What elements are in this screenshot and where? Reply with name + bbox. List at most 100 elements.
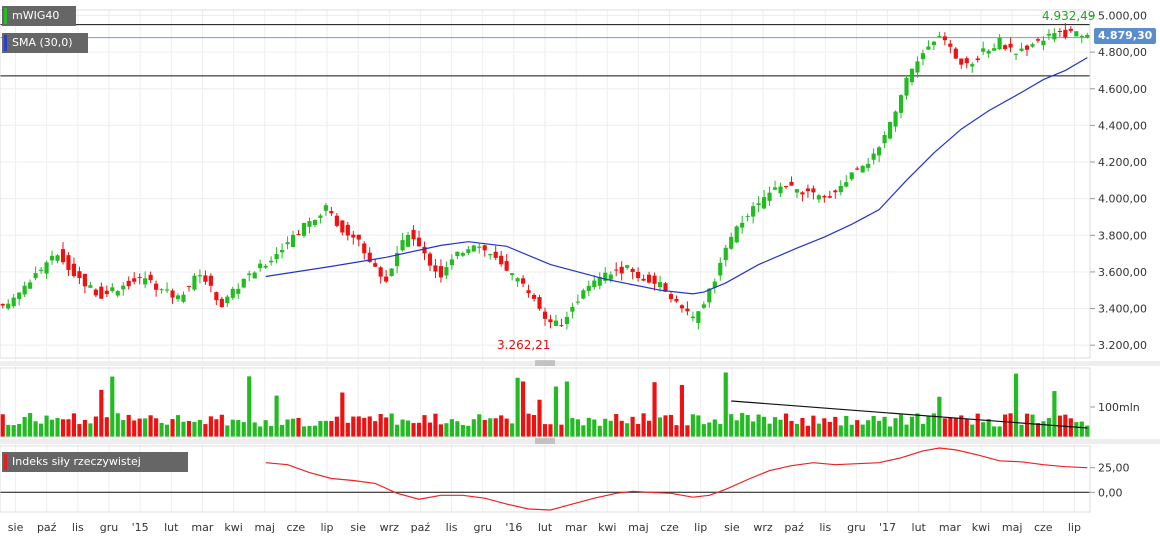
volume-bar: [1068, 418, 1073, 437]
pane-dividers[interactable]: [0, 360, 1160, 444]
candle: [477, 246, 482, 248]
time-tick-label: wrz: [380, 521, 400, 534]
volume-bar: [99, 389, 104, 437]
candle: [729, 236, 734, 249]
candle: [614, 269, 619, 271]
volume-bar: [17, 423, 22, 437]
volume-bar: [455, 421, 460, 437]
candle: [920, 53, 926, 60]
candle: [751, 206, 756, 217]
volume-bar: [783, 413, 789, 437]
candle: [148, 274, 153, 281]
candle: [608, 274, 613, 280]
price-tick-label: 3.800,00: [1098, 229, 1147, 242]
candle: [849, 172, 854, 180]
volume-bar: [718, 424, 723, 437]
volume-bar: [521, 381, 526, 437]
legend-mwig40[interactable]: mWIG40: [2, 6, 76, 26]
candle: [537, 297, 542, 309]
candle: [115, 291, 120, 296]
volume-bar: [833, 416, 838, 437]
legend-rsi[interactable]: Indeks siły rzeczywistej (25,13): [2, 452, 188, 488]
volume-bar: [992, 426, 997, 437]
volume-bar: [329, 420, 334, 437]
axes: 100mln 3.200,00 3.400,00 3.600,00 3.800,00 4.…: [0, 9, 1147, 534]
candle: [696, 311, 701, 324]
candle: [197, 275, 203, 277]
candle: [740, 222, 745, 228]
volume-bar: [970, 424, 975, 437]
volume-bar: [274, 395, 279, 437]
candle: [312, 219, 318, 226]
candle: [6, 303, 11, 309]
candle: [542, 311, 548, 319]
time-tick-label: mar: [191, 521, 213, 534]
volume-bar: [438, 424, 444, 437]
volume-bar: [115, 413, 120, 437]
candle: [433, 265, 438, 272]
volume-bar: [767, 423, 772, 437]
volume-bar: [416, 422, 422, 437]
candle: [55, 255, 60, 261]
sma-line: [265, 57, 1088, 295]
time-tick-label: kwi: [224, 521, 242, 534]
volume-bar: [926, 416, 931, 437]
time-tick-label: sie: [8, 521, 24, 534]
candle: [548, 319, 553, 323]
volume-bar: [794, 423, 800, 437]
candle: [526, 290, 531, 294]
volume-bar: [871, 415, 876, 437]
candle: [931, 41, 936, 46]
volume-bar: [225, 425, 230, 437]
candle: [192, 275, 197, 290]
candle: [663, 283, 668, 292]
candle: [416, 237, 422, 247]
candle: [405, 234, 411, 247]
legend-sma[interactable]: SMA (30,0): [2, 33, 88, 53]
volume-bar: [630, 416, 635, 437]
candle: [340, 220, 345, 233]
volume-bar: [603, 418, 608, 437]
volume-bar: [510, 423, 515, 437]
volume-bar: [6, 424, 11, 437]
volume-bar: [60, 419, 66, 437]
candle: [345, 224, 350, 236]
time-tick-label: cze: [287, 521, 306, 534]
candle: [154, 283, 159, 290]
time-tick-label: mar: [939, 521, 961, 534]
time-tick-label: gru: [100, 521, 118, 534]
candle: [641, 278, 646, 281]
candle: [318, 215, 323, 218]
volume-bar: [866, 420, 871, 437]
volume-bar: [762, 416, 767, 437]
time-tick-label: mar: [565, 521, 587, 534]
candle: [718, 262, 723, 276]
volume-bar: [597, 425, 602, 437]
time-tick-label: maj: [1002, 521, 1023, 534]
volume-bar: [608, 420, 613, 437]
candle: [126, 280, 131, 287]
volume-bar: [400, 419, 405, 437]
volume-bar: [625, 423, 630, 437]
candle: [1003, 45, 1008, 50]
volume-bar: [230, 419, 235, 437]
candle: [17, 292, 22, 300]
candle: [499, 255, 504, 265]
volume-bar: [471, 419, 476, 437]
price-tick-label: 4.000,00: [1098, 193, 1147, 206]
candle: [816, 195, 821, 200]
candle: [367, 252, 372, 262]
price-tick-label: 3.400,00: [1098, 303, 1147, 316]
volume-bar: [592, 419, 597, 437]
volume-bar: [1046, 418, 1052, 437]
volume-bar: [915, 413, 920, 437]
time-tick-label: lis: [819, 521, 831, 534]
volume-bar: [493, 418, 498, 437]
volume-bar: [838, 425, 843, 437]
candle: [28, 282, 33, 289]
candle: [329, 211, 334, 214]
time-tick-label: gru: [847, 521, 865, 534]
volume-bar: [132, 420, 137, 437]
price-tick-label: 4.400,00: [1098, 119, 1147, 132]
candle: [942, 36, 947, 41]
